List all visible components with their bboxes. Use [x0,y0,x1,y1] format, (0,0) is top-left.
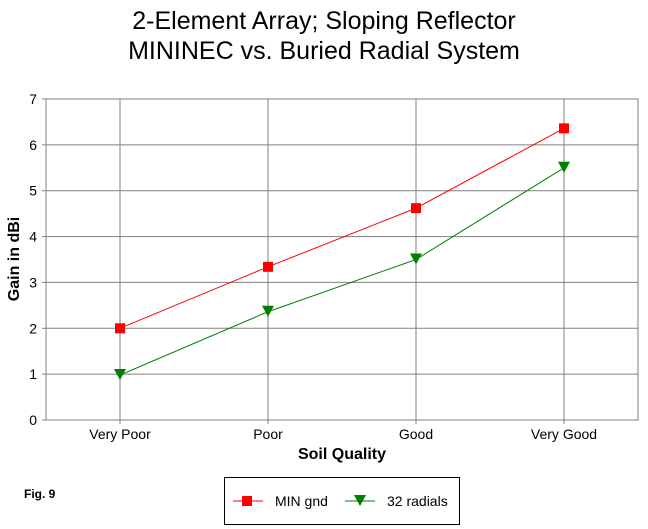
legend-label-32-radials: 32 radials [387,493,448,509]
chart-subtitle: MININEC vs. Buried Radial System [128,37,520,65]
x-tick-label: Poor [253,426,283,442]
x-tick-label: Good [399,426,433,442]
data-series [114,123,570,381]
plot-area-frame [45,98,639,421]
data-point-min-gnd [559,123,569,134]
y-tick-label: 3 [29,274,37,290]
y-tick-label: 7 [29,91,37,107]
grid-lines [42,98,638,424]
data-point-min-gnd [115,323,125,334]
y-tick-label: 6 [29,137,37,153]
data-point-32-radials [410,253,422,265]
legend-marker-min-gnd [242,496,252,506]
legend: MIN gnd 32 radials [224,477,460,525]
x-tick-label: Very Good [531,426,597,442]
data-point-min-gnd [411,203,421,214]
chart-title: 2-Element Array; Sloping Reflector [132,7,516,35]
series-line-min-gnd [119,127,565,329]
y-tick-label: 4 [29,229,37,245]
tick-labels: 0 1 2 3 4 5 6 7 Very Poor Poor Good Very Good [29,91,597,442]
y-tick-label: 0 [29,412,37,428]
data-point-32-radials [262,305,274,317]
data-point-min-gnd [263,261,273,272]
y-axis-label: Gain in dBi [6,217,23,301]
y-tick-label: 5 [29,183,37,199]
x-tick-label: Very Poor [89,426,151,442]
y-tick-label: 1 [29,366,37,382]
data-point-32-radials [114,369,126,381]
legend-marker-32-radials [354,495,366,506]
legend-label-min-gnd: MIN gnd [275,493,328,509]
legend-markers [233,495,375,506]
data-point-32-radials [558,161,570,173]
x-axis-label: Soil Quality [298,446,386,463]
y-tick-label: 2 [29,320,37,336]
figure-label: Fig. 9 [24,487,56,501]
series-line-32-radials [119,167,565,376]
